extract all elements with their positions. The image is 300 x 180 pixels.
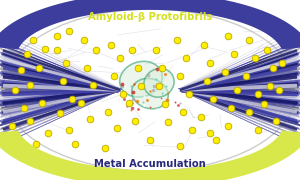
- Polygon shape: [0, 0, 300, 49]
- Ellipse shape: [132, 78, 168, 109]
- Text: Amyloid-β Protofibrils: Amyloid-β Protofibrils: [88, 12, 212, 22]
- Text: Metal Accumulation: Metal Accumulation: [94, 159, 206, 169]
- Ellipse shape: [120, 61, 162, 97]
- Ellipse shape: [3, 9, 297, 171]
- Ellipse shape: [144, 68, 174, 97]
- Polygon shape: [0, 131, 300, 180]
